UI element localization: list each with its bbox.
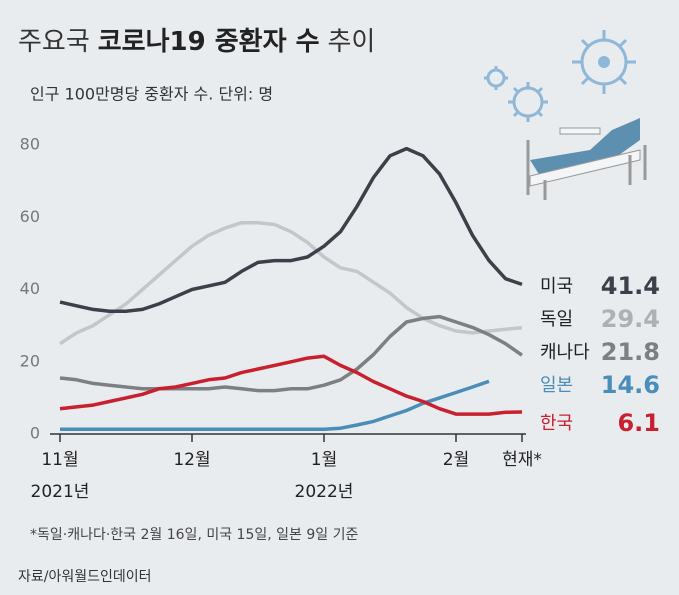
end-value-label: 6.1: [617, 409, 660, 437]
x-tick-label: 현재*: [502, 450, 542, 470]
legend-label: 일본: [540, 375, 573, 396]
x-year-label: 2022년: [295, 482, 354, 502]
legend-label: 캐나다: [540, 342, 590, 363]
illustration: [484, 30, 647, 200]
y-tick-label: 0: [30, 424, 40, 443]
source: 자료/아워월드인데이터: [18, 569, 152, 585]
end-value-label: 29.4: [601, 305, 660, 333]
y-tick-label: 40: [20, 279, 40, 298]
x-tick-label: 1월: [311, 450, 337, 470]
series-line: [59, 220, 523, 346]
legend-label: 한국: [540, 413, 573, 434]
title-part: 추이: [328, 27, 376, 57]
x-tick-label: 2월: [443, 450, 469, 470]
end-value-label: 41.4: [601, 272, 660, 300]
chart-title: 주요국 코로나19 중환자 수 추이: [18, 27, 375, 57]
series-line: [59, 354, 523, 416]
series-line: [60, 379, 490, 432]
x-year-label: 2021년: [31, 482, 90, 502]
y-tick-label: 20: [20, 351, 40, 370]
y-tick-label: 60: [20, 207, 40, 226]
x-tick-label: 12월: [173, 450, 210, 470]
subtitle: 인구 100만명당 중환자 수. 단위: 명: [30, 85, 273, 104]
title-part: 주요국: [18, 27, 90, 57]
end-value-label: 14.6: [601, 371, 660, 399]
x-tick-label: 11월: [41, 450, 78, 470]
series-line: [59, 314, 524, 393]
title-part: 코로나19 중환자 수: [98, 27, 320, 57]
legend-label: 독일: [540, 309, 573, 330]
end-value-label: 21.8: [601, 338, 660, 366]
series-line: [59, 146, 523, 313]
legend-label: 미국: [540, 276, 573, 297]
y-tick-label: 80: [20, 135, 40, 154]
note: *독일·캐나다·한국 2월 16일, 미국 15일, 일본 9일 기준: [30, 527, 358, 543]
